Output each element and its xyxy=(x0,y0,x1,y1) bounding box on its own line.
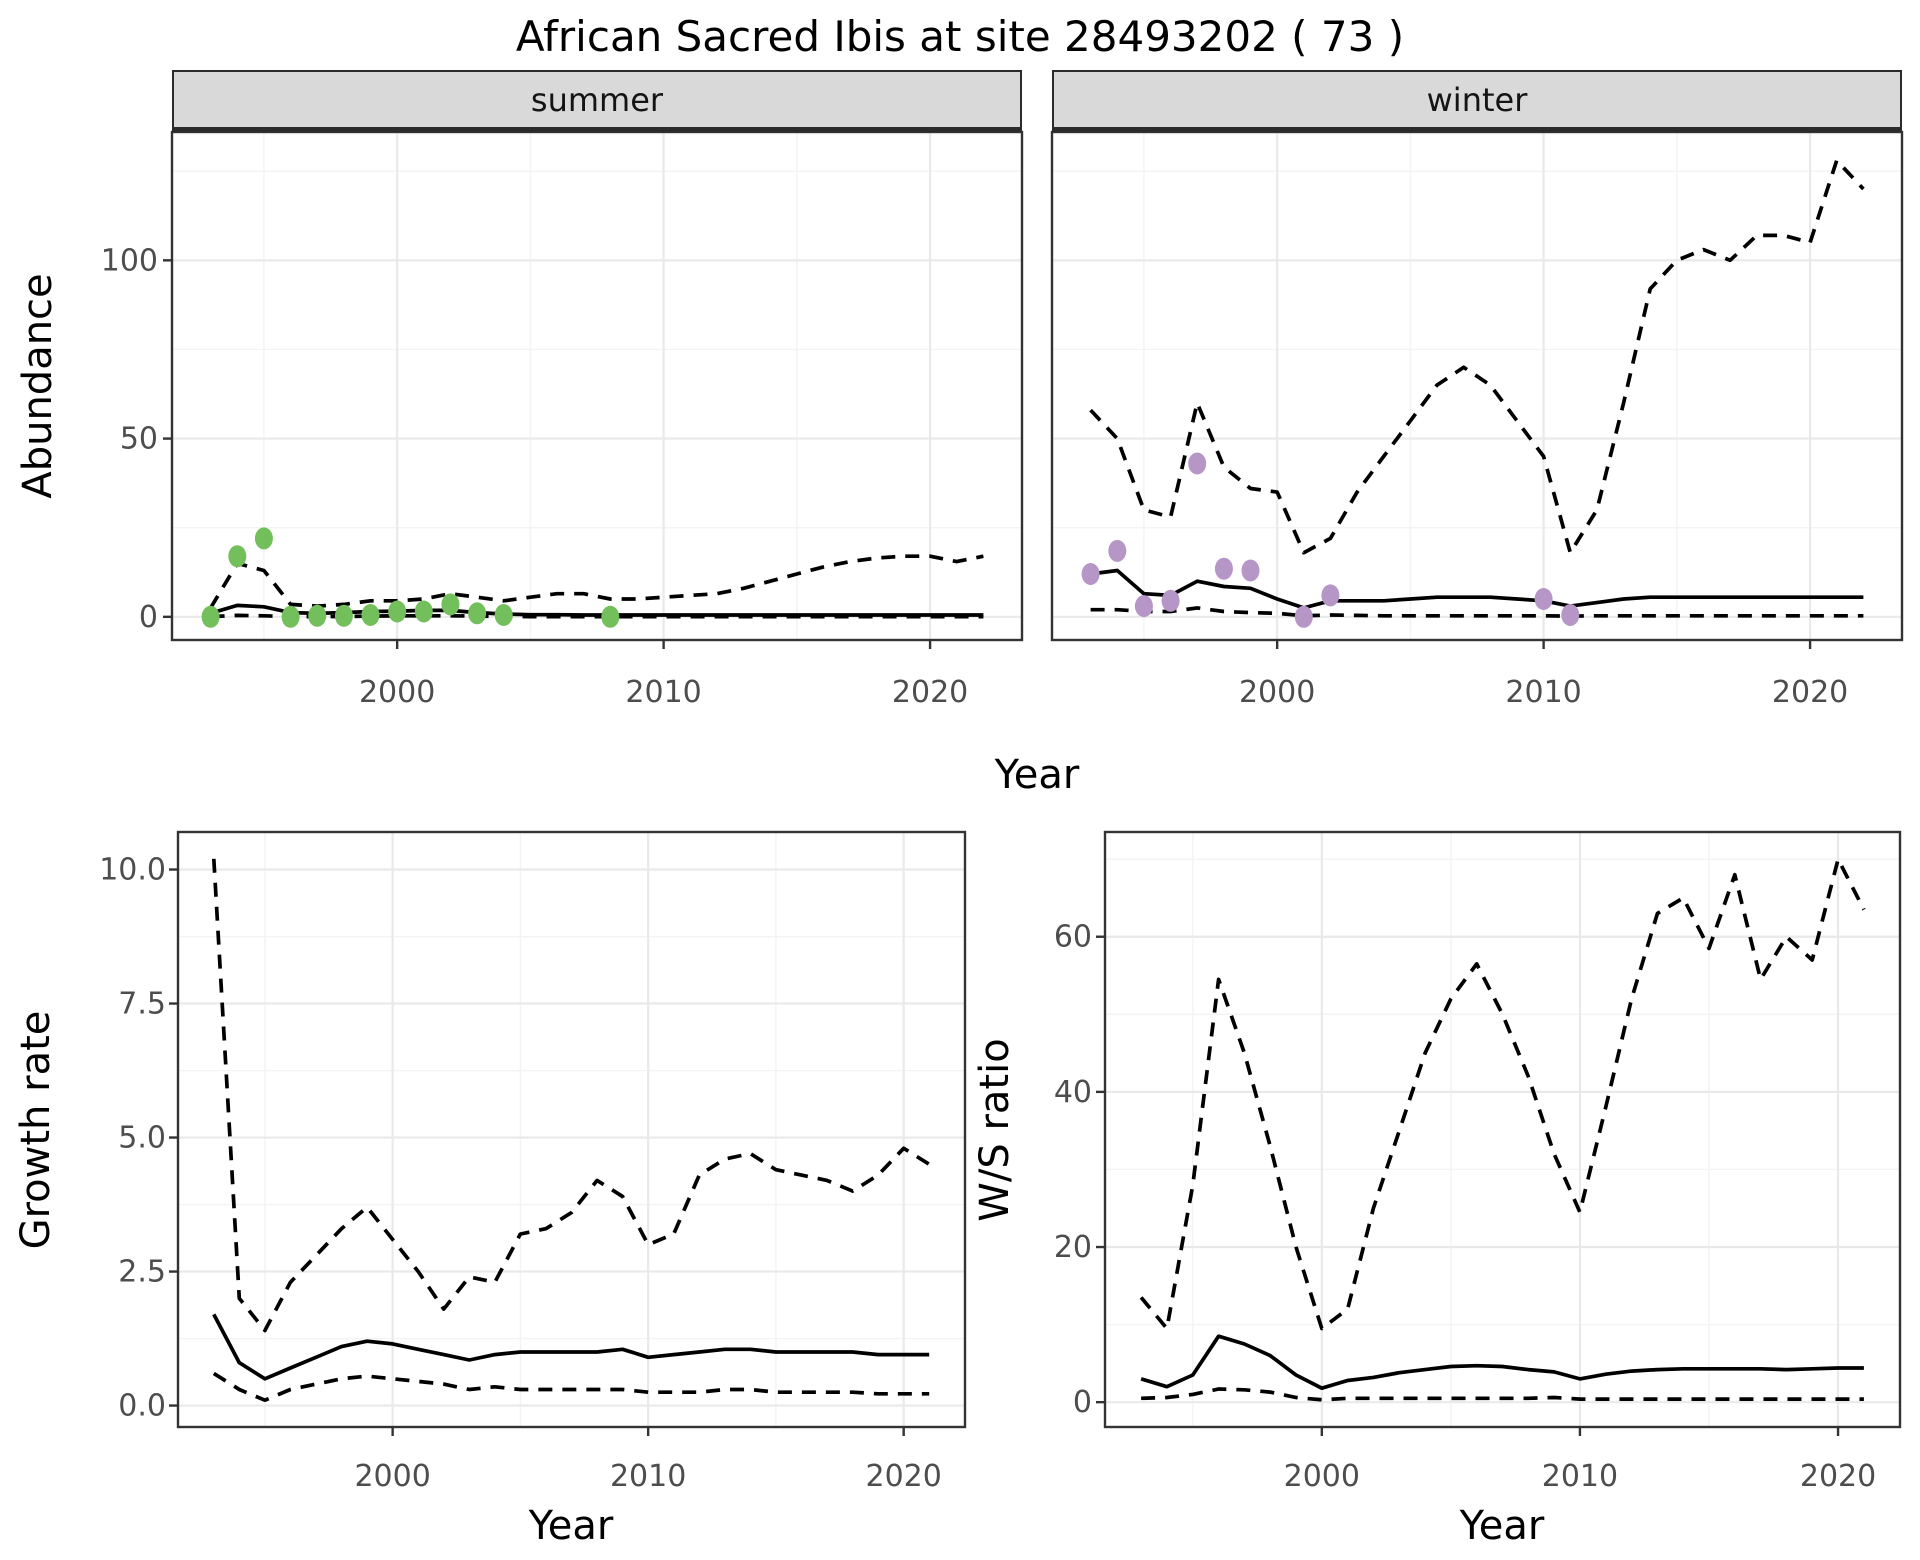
abundance-summer-observed-point xyxy=(468,602,487,625)
y-axis-title-growth-rate: Growth rate xyxy=(13,1010,59,1250)
x-tick-label: 2000 xyxy=(359,675,435,710)
abundance-summer-observed-point xyxy=(254,527,273,550)
y-tick-label: 2.5 xyxy=(118,1255,166,1290)
y-tick-label: 0 xyxy=(139,600,158,635)
abundance-winter-observed-point xyxy=(1134,595,1153,618)
abundance-summer-observed-point xyxy=(201,605,220,628)
x-tick-label: 2020 xyxy=(1772,675,1848,710)
abundance-summer-observed-point xyxy=(494,604,513,626)
y-tick-label: 20 xyxy=(1054,1230,1092,1265)
panel-border xyxy=(176,830,967,1429)
y-axis-title-abundance: Abundance xyxy=(15,273,61,499)
y-tick-label: 0.0 xyxy=(118,1389,166,1424)
abundance-summer-observed-point xyxy=(334,604,353,627)
abundance-summer-upper-ci-line xyxy=(209,554,984,609)
y-tick-label: 40 xyxy=(1054,1075,1092,1110)
facet-label-winter: winter xyxy=(1426,80,1528,119)
y-tick-label: 5.0 xyxy=(118,1121,166,1156)
abundance-summer-observed-point xyxy=(228,545,247,568)
growth-rate-fit-line xyxy=(212,1313,930,1381)
abundance-winter-observed-point xyxy=(1294,605,1313,628)
abundance-summer-observed-point xyxy=(388,600,407,623)
x-tick-label: 2010 xyxy=(610,1459,686,1494)
abundance-summer-observed-point xyxy=(414,600,433,623)
abundance-winter-upper-ci-line xyxy=(1089,158,1865,555)
y-tick-label: 7.5 xyxy=(118,987,166,1022)
growth-rate-lower-ci-line xyxy=(212,1371,930,1403)
x-axis-title-ws-ratio: Year xyxy=(1459,1503,1545,1549)
panel-background xyxy=(172,132,1022,640)
abundance-winter-fit-line xyxy=(1090,568,1864,610)
x-axis-title-growth-rate: Year xyxy=(528,1503,614,1549)
y-tick-label: 50 xyxy=(120,422,158,457)
x-tick-label: 2020 xyxy=(892,675,968,710)
abundance-winter-observed-point xyxy=(1534,588,1553,610)
abundance-winter-observed-point xyxy=(1214,557,1233,580)
facet-label-summer: summer xyxy=(530,80,664,119)
panel-border xyxy=(170,130,1024,642)
x-tick-label: 2020 xyxy=(865,1459,941,1494)
y-axis-title-ws-ratio: W/S ratio xyxy=(972,1038,1018,1222)
abundance-winter-observed-point xyxy=(1081,563,1100,585)
abundance-winter-observed-point xyxy=(1188,452,1207,475)
x-tick-label: 2010 xyxy=(625,675,701,710)
abundance-summer-observed-point xyxy=(441,593,460,616)
abundance-winter-observed-point xyxy=(1321,584,1340,607)
abundance-summer-observed-point xyxy=(281,605,300,628)
abundance-summer-observed-point xyxy=(308,604,327,627)
abundance-winter-observed-point xyxy=(1108,539,1127,562)
x-tick-label: 2020 xyxy=(1800,1459,1876,1494)
ws-ratio-lower-ci-line xyxy=(1141,1387,1864,1402)
panel-background xyxy=(1105,832,1900,1427)
abundance-winter-lower-ci-line xyxy=(1090,606,1864,618)
ws-ratio-upper-ci-line xyxy=(1139,857,1866,1331)
x-tick-label: 2000 xyxy=(354,1459,430,1494)
y-tick-label: 100 xyxy=(101,243,158,278)
abundance-summer-observed-point xyxy=(601,605,620,628)
x-tick-label: 2010 xyxy=(1542,1459,1618,1494)
x-tick-label: 2000 xyxy=(1239,675,1315,710)
abundance-summer-observed-point xyxy=(361,604,380,626)
x-axis-title-top: Year xyxy=(994,752,1080,798)
x-tick-label: 2000 xyxy=(1284,1459,1360,1494)
facet-strip-summer: summer xyxy=(172,70,1022,132)
abundance-winter-observed-point xyxy=(1561,604,1580,626)
ws-ratio-fit-line xyxy=(1140,1334,1864,1391)
figure-title: African Sacred Ibis at site 28493202 ( 7… xyxy=(515,12,1405,61)
panel-background xyxy=(178,832,965,1427)
growth-rate-upper-ci-line xyxy=(211,858,931,1333)
abundance-winter-observed-point xyxy=(1241,559,1260,582)
y-tick-label: 60 xyxy=(1054,920,1092,955)
panel-border xyxy=(1103,830,1902,1429)
panel-border xyxy=(1050,130,1904,642)
abundance-winter-observed-point xyxy=(1161,589,1180,612)
y-tick-label: 0 xyxy=(1073,1385,1092,1420)
x-tick-label: 2010 xyxy=(1505,675,1581,710)
panel-background xyxy=(1052,132,1902,640)
facet-strip-winter: winter xyxy=(1052,70,1902,132)
y-tick-label: 10.0 xyxy=(99,853,166,888)
